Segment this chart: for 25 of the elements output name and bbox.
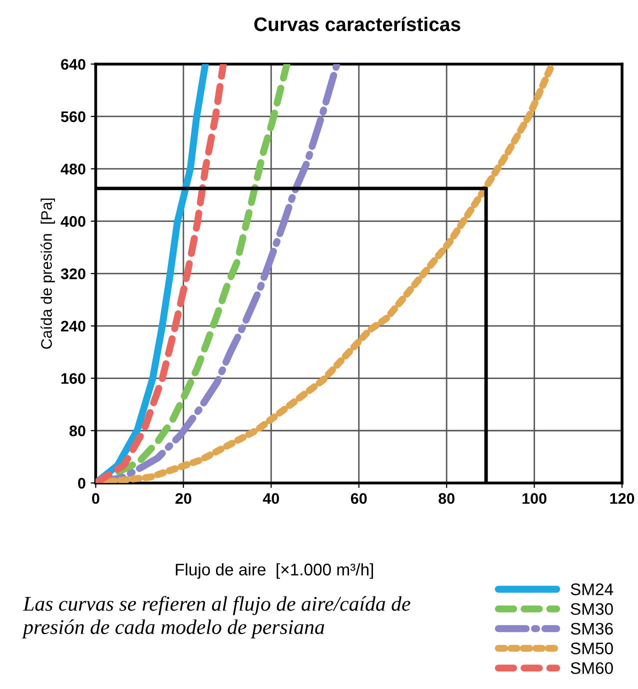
legend-label: SM30 [570,603,613,615]
x-axis-title: Flujo de aire [×1.000 m³/h] [176,563,373,579]
x-tick-label: 80 [438,493,454,504]
y-tick-label: 240 [61,320,86,332]
y-tick-label: 560 [60,111,86,122]
legend-label: SM50 [570,642,613,654]
chart-title: Curvas características [254,16,460,32]
legend-label: SM60 [570,662,613,674]
x-tick-label: 60 [350,493,367,504]
y-tick-label: 320 [60,268,86,280]
text: Las curvas se refieren al flujo de aire/caída de presión de cada modelo de persiana [22,596,410,638]
y-tick-label: 0 [78,478,86,489]
y-tick-label: 80 [69,425,86,436]
y-tick-label: 160 [61,373,86,384]
y-tick-label: 400 [60,216,86,227]
y-tick-label: 480 [60,164,86,174]
x-tick-label: 120 [610,493,634,504]
y-axis-title: Caída de presión [Pa] [40,198,55,349]
legend-label: SM24 [570,583,614,596]
x-tick-label: 100 [522,493,546,504]
x-tick-label: 20 [175,493,192,504]
x-tick-label: 40 [262,493,280,504]
legend-label: SM36 [570,622,613,635]
y-tick-label: 640 [61,58,86,70]
x-tick-label: 0 [92,493,100,504]
